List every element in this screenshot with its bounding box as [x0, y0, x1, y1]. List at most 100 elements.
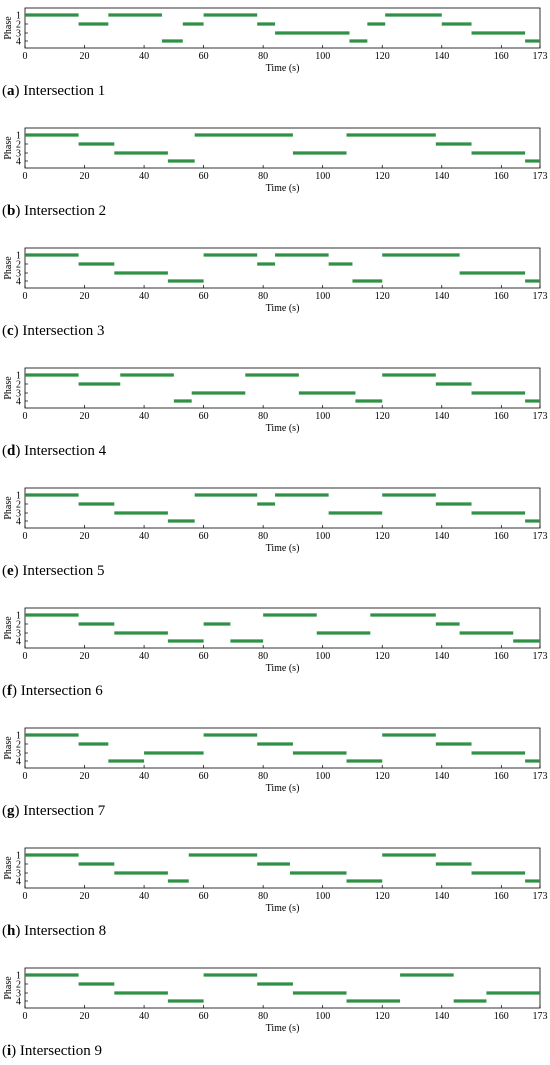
x-tick-label: 100 [315, 891, 330, 902]
y-tick-label: 1 [16, 371, 21, 382]
panel-caption: (a) Intersection 1 [2, 83, 106, 99]
x-axis-label: Time (s) [266, 63, 300, 74]
y-tick-label: 2 [16, 140, 21, 151]
x-tick-label: 120 [375, 891, 390, 902]
y-tick-label: 1 [16, 611, 21, 622]
y-axis-label: Phase [3, 256, 14, 280]
plot-frame [24, 247, 541, 289]
y-tick-label: 3 [16, 629, 21, 640]
x-tick-label: 120 [375, 51, 390, 62]
x-tick-label: 20 [80, 771, 90, 782]
plot-frame [24, 967, 541, 1009]
x-tick-label: 40 [139, 771, 149, 782]
x-tick-label: 140 [434, 1011, 449, 1022]
x-tick-label: 40 [139, 891, 149, 902]
x-tick-label: 80 [258, 531, 268, 542]
panel-label: f [7, 683, 12, 699]
y-axis-label: Phase [3, 136, 14, 160]
y-tick-label: 3 [16, 29, 21, 40]
y-tick-label: 3 [16, 989, 21, 1000]
x-tick-label: 160 [494, 531, 509, 542]
panel-caption: (f) Intersection 6 [2, 683, 103, 699]
panel-caption-text: Intersection 9 [19, 1043, 102, 1059]
x-tick-label: 80 [258, 291, 268, 302]
x-tick-label: 160 [494, 171, 509, 182]
x-tick-label: 60 [199, 291, 209, 302]
x-tick-label: 160 [494, 771, 509, 782]
y-tick-label: 2 [16, 740, 21, 751]
panel-caption-text: Intersection 7 [23, 803, 106, 819]
y-tick-label: 3 [16, 149, 21, 160]
x-tick-label: 40 [139, 171, 149, 182]
panel-caption: (e) Intersection 5 [2, 563, 105, 579]
x-tick-label: 100 [315, 531, 330, 542]
x-tick-label: 140 [434, 411, 449, 422]
x-tick-label: 160 [494, 291, 509, 302]
x-tick-label: 100 [315, 651, 330, 662]
x-tick-label: 0 [23, 1011, 28, 1022]
x-tick-label: 0 [23, 891, 28, 902]
x-tick-label: 160 [494, 651, 509, 662]
x-tick-label: 60 [199, 1011, 209, 1022]
plot-frame [24, 127, 541, 169]
x-tick-label: 140 [434, 771, 449, 782]
y-tick-label: 4 [16, 877, 21, 888]
x-tick-label: 140 [434, 651, 449, 662]
y-tick-label: 4 [16, 157, 21, 168]
y-tick-label: 3 [16, 389, 21, 400]
y-tick-label: 3 [16, 749, 21, 760]
x-tick-label: 0 [23, 411, 28, 422]
x-tick-label: 20 [80, 171, 90, 182]
x-tick-label: 120 [375, 171, 390, 182]
y-axis-label: Phase [3, 496, 14, 520]
x-tick-label: 0 [23, 51, 28, 62]
y-tick-label: 4 [16, 37, 21, 48]
plot-frame [24, 727, 541, 769]
x-axis-label: Time (s) [266, 1023, 300, 1034]
x-tick-label: 140 [434, 891, 449, 902]
x-tick-label: 40 [139, 651, 149, 662]
x-tick-label: 80 [258, 651, 268, 662]
x-tick-label: 100 [315, 171, 330, 182]
x-tick-label: 40 [139, 531, 149, 542]
y-axis-label: Phase [3, 16, 14, 40]
panel-caption-text: Intersection 2 [24, 203, 107, 219]
y-axis-label: Phase [3, 376, 14, 400]
x-tick-label: 80 [258, 771, 268, 782]
y-axis-label: Phase [3, 976, 14, 1000]
x-tick-label: 20 [80, 891, 90, 902]
y-tick-label: 2 [16, 260, 21, 271]
x-tick-label: 140 [434, 531, 449, 542]
x-tick-label: 80 [258, 891, 268, 902]
x-tick-label: 120 [375, 1011, 390, 1022]
x-tick-label: 160 [494, 411, 509, 422]
panel-caption-text: Intersection 6 [20, 683, 103, 699]
panel-caption-text: Intersection 8 [24, 923, 107, 939]
y-tick-label: 1 [16, 731, 21, 742]
x-tick-label: 120 [375, 651, 390, 662]
x-tick-label: 80 [258, 1011, 268, 1022]
y-tick-label: 2 [16, 980, 21, 991]
x-tick-label: 173 [533, 531, 548, 542]
plot-frame [24, 487, 541, 529]
x-axis-label: Time (s) [266, 303, 300, 314]
y-tick-label: 3 [16, 509, 21, 520]
y-tick-label: 4 [16, 637, 21, 648]
y-tick-label: 4 [16, 517, 21, 528]
y-tick-label: 4 [16, 997, 21, 1008]
x-tick-label: 20 [80, 291, 90, 302]
y-tick-label: 1 [16, 131, 21, 142]
x-axis-label: Time (s) [266, 183, 300, 194]
x-tick-label: 120 [375, 291, 390, 302]
x-tick-label: 140 [434, 51, 449, 62]
panel-caption-text: Intersection 5 [22, 563, 105, 579]
x-tick-label: 173 [533, 291, 548, 302]
x-tick-label: 160 [494, 891, 509, 902]
y-tick-label: 4 [16, 277, 21, 288]
y-tick-label: 1 [16, 11, 21, 22]
x-axis-label: Time (s) [266, 543, 300, 554]
x-tick-label: 173 [533, 891, 548, 902]
